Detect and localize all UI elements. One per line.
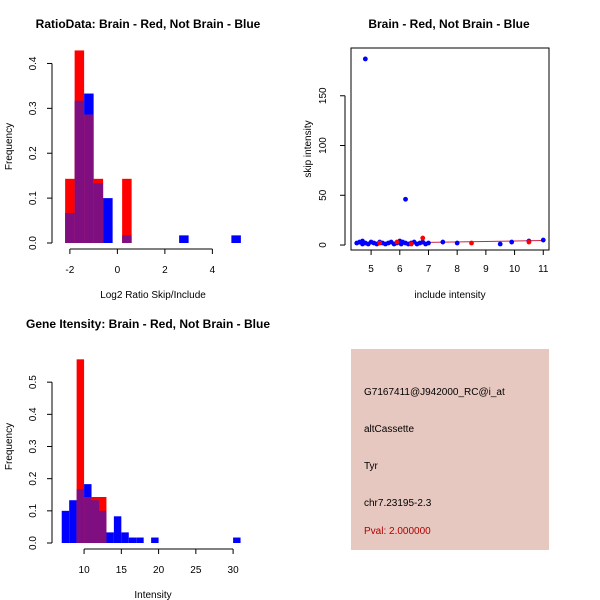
scatter-point-brain (526, 239, 532, 245)
ratio-bar-blue (231, 235, 241, 243)
scatter-y-tick-label: 0 (318, 242, 329, 248)
event-type-text: altCassette (364, 424, 415, 435)
scatter-point-not-brain (440, 239, 446, 245)
scatter-plot-box (350, 47, 550, 251)
gene-bar-blue (61, 510, 70, 543)
gene-bar-blue (136, 537, 144, 543)
gene-bar-overlap (76, 489, 85, 543)
probe-id-text: G7167411@J942000_RC@i_at (364, 387, 505, 398)
gene-y-tick-label: 0.3 (28, 439, 39, 453)
gene-bar-blue (121, 532, 129, 543)
gene-bar-blue (84, 484, 92, 498)
scatter-x-tick-label: 10 (509, 264, 521, 275)
ratio-x-tick-label: -2 (65, 265, 74, 276)
scatter-point-brain (420, 235, 426, 241)
gene-bar-blue (69, 500, 77, 543)
scatter-point-not-brain (454, 240, 460, 246)
ratio-y-label: Frequency (4, 123, 15, 170)
ratio-y-tick-label: 0.1 (28, 191, 39, 205)
location-text: chr7.23195-2.3 (364, 498, 432, 509)
scatter-title: Brain - Red, Not Brain - Blue (368, 17, 530, 31)
gene-bar-red (76, 359, 85, 543)
gene-y-tick-label: 0.0 (28, 536, 39, 550)
gene-y-tick-label: 0.2 (28, 471, 39, 485)
ratio-y-tick-label: 0.0 (28, 236, 39, 250)
ratio-x-tick-label: 2 (162, 265, 168, 276)
ratio-y-tick-label: 0.3 (28, 101, 39, 115)
gene-name-text: Tyr (364, 461, 378, 472)
scatter-x-tick-label: 7 (426, 264, 432, 275)
ratio-bar-blue (84, 93, 94, 115)
ratio-bar-overlap (74, 100, 85, 244)
gene-bar-overlap (84, 497, 92, 543)
scatter-point-brain (394, 239, 400, 245)
ratio-x-label: Log2 Ratio Skip/Include (100, 290, 206, 301)
scatter-point-brain (469, 240, 474, 246)
gene-x-tick-label: 15 (116, 565, 128, 576)
gene-x-tick-label: 10 (79, 565, 91, 576)
ratio-bar-red (122, 178, 132, 243)
gene-y-tick-label: 0.5 (28, 375, 39, 389)
scatter-point-brain (377, 240, 383, 246)
ratio-bar-overlap (93, 183, 104, 243)
gene-y-tick-label: 0.4 (28, 407, 39, 421)
scatter-x-tick-label: 11 (538, 264, 549, 275)
scatter-point-not-brain (426, 240, 431, 246)
scatter-point-not-brain (362, 56, 368, 62)
info-panel: G7167411@J942000_RC@i_at altCassette Tyr… (351, 349, 549, 550)
ratio-x-tick-label: 0 (115, 265, 121, 276)
scatter-x-tick-label: 9 (483, 264, 489, 275)
scatter-x-tick-label: 6 (397, 264, 403, 275)
ratio-x-tick-label: 4 (210, 265, 216, 276)
scatter-y-label: skip intensity (303, 120, 314, 177)
scatter-x-label: include intensity (414, 290, 485, 301)
gene-x-tick-label: 30 (228, 565, 240, 576)
scatter-point-brain (408, 241, 414, 247)
ratio-bar-red (65, 178, 75, 243)
scatter-y-tick-label: 50 (318, 189, 329, 201)
gene-x-tick-label: 20 (153, 565, 165, 576)
ratio-bar-overlap (84, 114, 94, 243)
scatter-point-not-brain (509, 239, 515, 245)
gene-bar-blue (151, 537, 159, 543)
scatter-point-not-brain (540, 237, 546, 243)
gene-y-tick-label: 0.1 (28, 503, 39, 517)
gene-bar-blue (106, 532, 114, 543)
gene-bar-overlap (98, 510, 107, 543)
ratio-y-tick-label: 0.4 (28, 56, 39, 70)
ratio-bar-overlap (122, 235, 132, 243)
gene-x-tick-label: 25 (190, 565, 202, 576)
scatter-x-tick-label: 8 (454, 264, 460, 275)
ratio-y-tick-label: 0.2 (28, 146, 39, 160)
ratio-bar-blue (103, 198, 113, 243)
ratio-title: RatioData: Brain - Red, Not Brain - Blue (36, 17, 261, 31)
scatter-point-not-brain (497, 241, 503, 247)
gene-y-label: Frequency (4, 423, 15, 470)
gene-title: Gene Itensity: Brain - Red, Not Brain - … (26, 317, 270, 331)
ratio-bar-overlap (65, 212, 75, 243)
pval-text: Pval: 2.000000 (364, 526, 431, 537)
ratio-bar-blue (179, 235, 189, 243)
scatter-y-tick-label: 150 (318, 87, 329, 104)
gene-bar-overlap (91, 500, 99, 543)
scatter-y-tick-label: 100 (318, 137, 329, 154)
gene-x-label: Intensity (134, 590, 171, 600)
gene-bar-blue (113, 516, 122, 543)
gene-bar-blue (233, 537, 241, 543)
scatter-point-not-brain (403, 196, 408, 202)
scatter-x-tick-label: 5 (368, 264, 374, 275)
gene-bar-blue (128, 537, 137, 543)
